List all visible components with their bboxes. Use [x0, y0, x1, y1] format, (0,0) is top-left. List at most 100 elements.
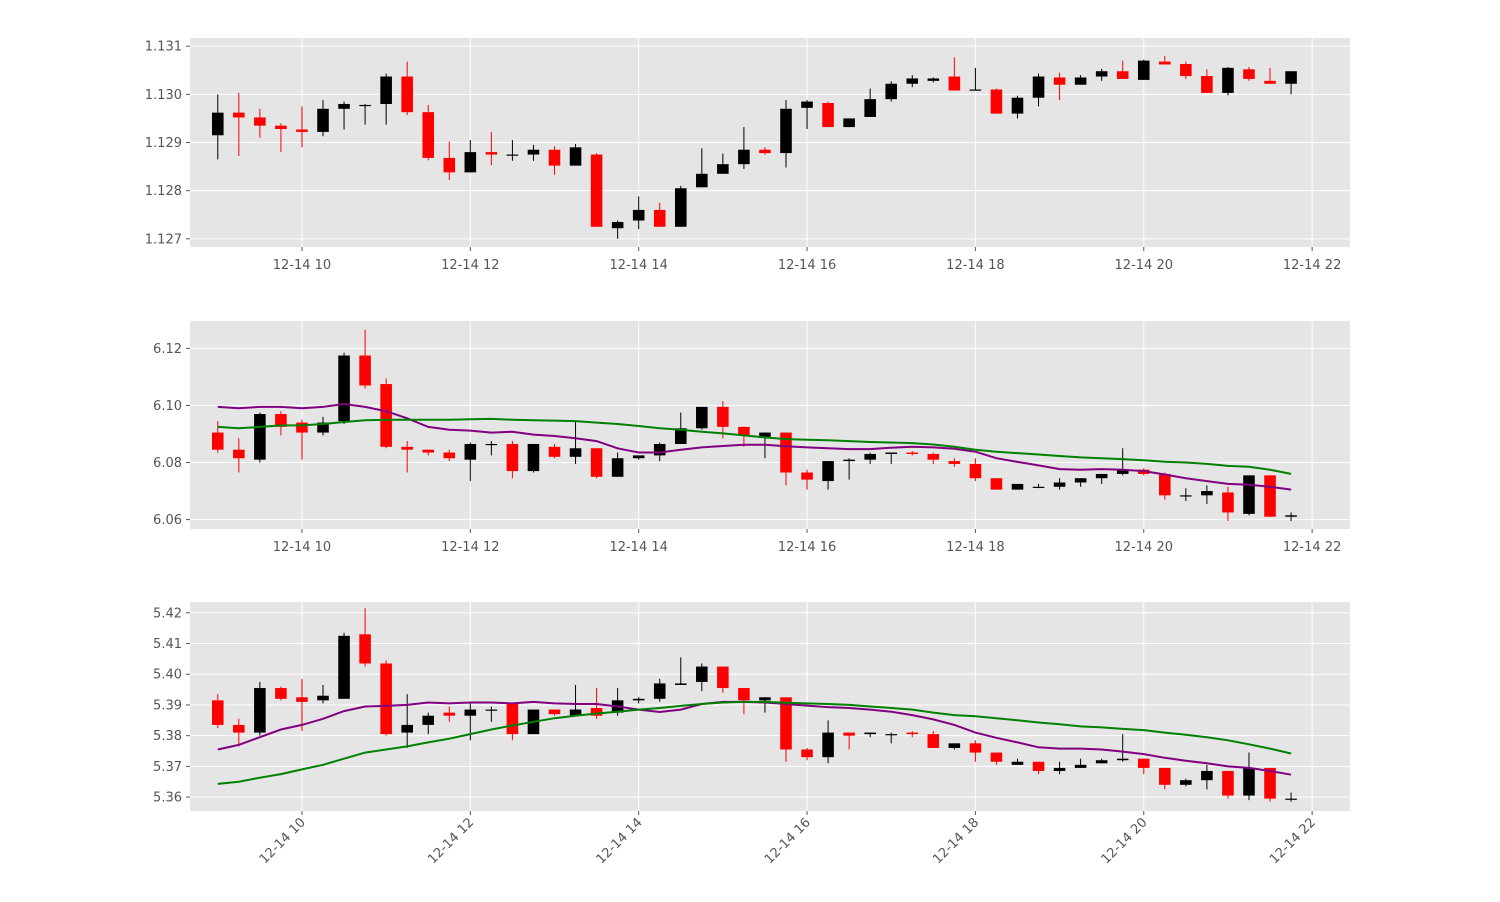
candle-body	[759, 432, 771, 437]
candle	[674, 412, 687, 444]
candle-body	[696, 406, 708, 429]
candle	[885, 732, 898, 744]
candle	[1095, 473, 1108, 484]
candle-body	[1159, 473, 1171, 496]
candle	[506, 703, 519, 741]
candle	[632, 196, 645, 230]
x-tick-label: 12-14 10	[273, 258, 331, 273]
candle	[717, 666, 729, 693]
candle	[990, 478, 1003, 490]
candle-body	[990, 478, 1003, 490]
candle	[1074, 75, 1087, 85]
candle	[275, 123, 287, 153]
candle-body	[296, 697, 308, 702]
candle	[674, 185, 687, 227]
candle	[211, 421, 224, 453]
x-tick-label: 12-14 16	[778, 540, 836, 555]
candle-body	[1243, 767, 1255, 796]
candle	[611, 220, 624, 239]
candle-body	[233, 724, 245, 733]
candle	[1011, 758, 1024, 765]
candle	[254, 108, 266, 138]
candle	[696, 148, 708, 188]
candle-body	[1264, 475, 1276, 517]
candle-body	[569, 448, 582, 457]
candle	[822, 101, 834, 128]
candle-body	[948, 76, 961, 91]
candle-body	[948, 461, 961, 464]
candle	[885, 452, 898, 464]
candle	[717, 401, 729, 439]
candle	[401, 61, 413, 116]
y-tick-label: 5.39	[153, 698, 182, 713]
candle	[1095, 68, 1108, 81]
candle-body	[1137, 60, 1150, 80]
candle	[632, 455, 645, 460]
candle-body	[569, 147, 582, 166]
candle-body	[969, 743, 982, 753]
candle-body	[569, 709, 582, 716]
candle-body	[548, 446, 561, 457]
candle-body	[780, 108, 792, 154]
y-tick-label: 1.130	[145, 88, 182, 103]
x-tick-label: 12-14 20	[1115, 540, 1173, 555]
candle-body	[653, 443, 666, 456]
candle-body	[1095, 473, 1108, 479]
candle	[780, 100, 792, 168]
y-tick-label: 5.41	[153, 637, 182, 652]
candle	[485, 706, 498, 722]
candle-body	[401, 446, 413, 450]
candle	[696, 663, 708, 692]
candle-body	[1201, 76, 1213, 93]
candle-body	[780, 697, 792, 750]
y-tick-label: 1.127	[145, 232, 182, 247]
candle	[422, 104, 435, 161]
candle	[338, 101, 350, 130]
candle	[1053, 72, 1066, 101]
candle	[317, 416, 329, 436]
candle	[990, 88, 1003, 114]
candle	[464, 442, 477, 482]
candle	[443, 706, 456, 722]
candle	[1243, 752, 1255, 801]
candle	[1285, 71, 1297, 95]
candle-body	[254, 117, 266, 126]
candle-body	[864, 453, 876, 460]
candle	[590, 153, 603, 227]
candle	[864, 732, 876, 738]
candle	[717, 153, 729, 174]
x-tick-label: 12-14 18	[946, 258, 1004, 273]
candle	[1159, 472, 1171, 500]
y-tick-label: 6.12	[153, 342, 182, 357]
candle	[969, 67, 982, 91]
y-tick-label: 5.42	[153, 606, 182, 621]
candle-body	[1243, 69, 1255, 79]
candle-body	[927, 453, 940, 460]
candle-body	[1222, 67, 1234, 93]
candle-body	[422, 449, 435, 453]
candle	[780, 432, 792, 486]
candle-body	[885, 734, 898, 736]
candle-body	[443, 712, 456, 716]
candle	[338, 352, 350, 425]
candle	[927, 452, 940, 464]
candle-body	[485, 709, 498, 711]
candle-body	[233, 112, 245, 118]
candle	[759, 147, 771, 155]
candle-body	[359, 634, 371, 664]
candle	[1222, 770, 1234, 799]
candle	[211, 694, 224, 728]
candle-body	[1011, 483, 1024, 490]
candle	[1222, 66, 1234, 96]
candle	[506, 140, 519, 161]
candle	[927, 731, 940, 748]
candle-body	[422, 112, 435, 158]
candle	[359, 329, 371, 389]
candle	[1137, 758, 1150, 775]
candle-body	[359, 104, 371, 107]
candle	[422, 449, 435, 456]
candle-body	[527, 443, 540, 472]
candle-body	[632, 209, 645, 221]
candle-body	[717, 164, 729, 174]
